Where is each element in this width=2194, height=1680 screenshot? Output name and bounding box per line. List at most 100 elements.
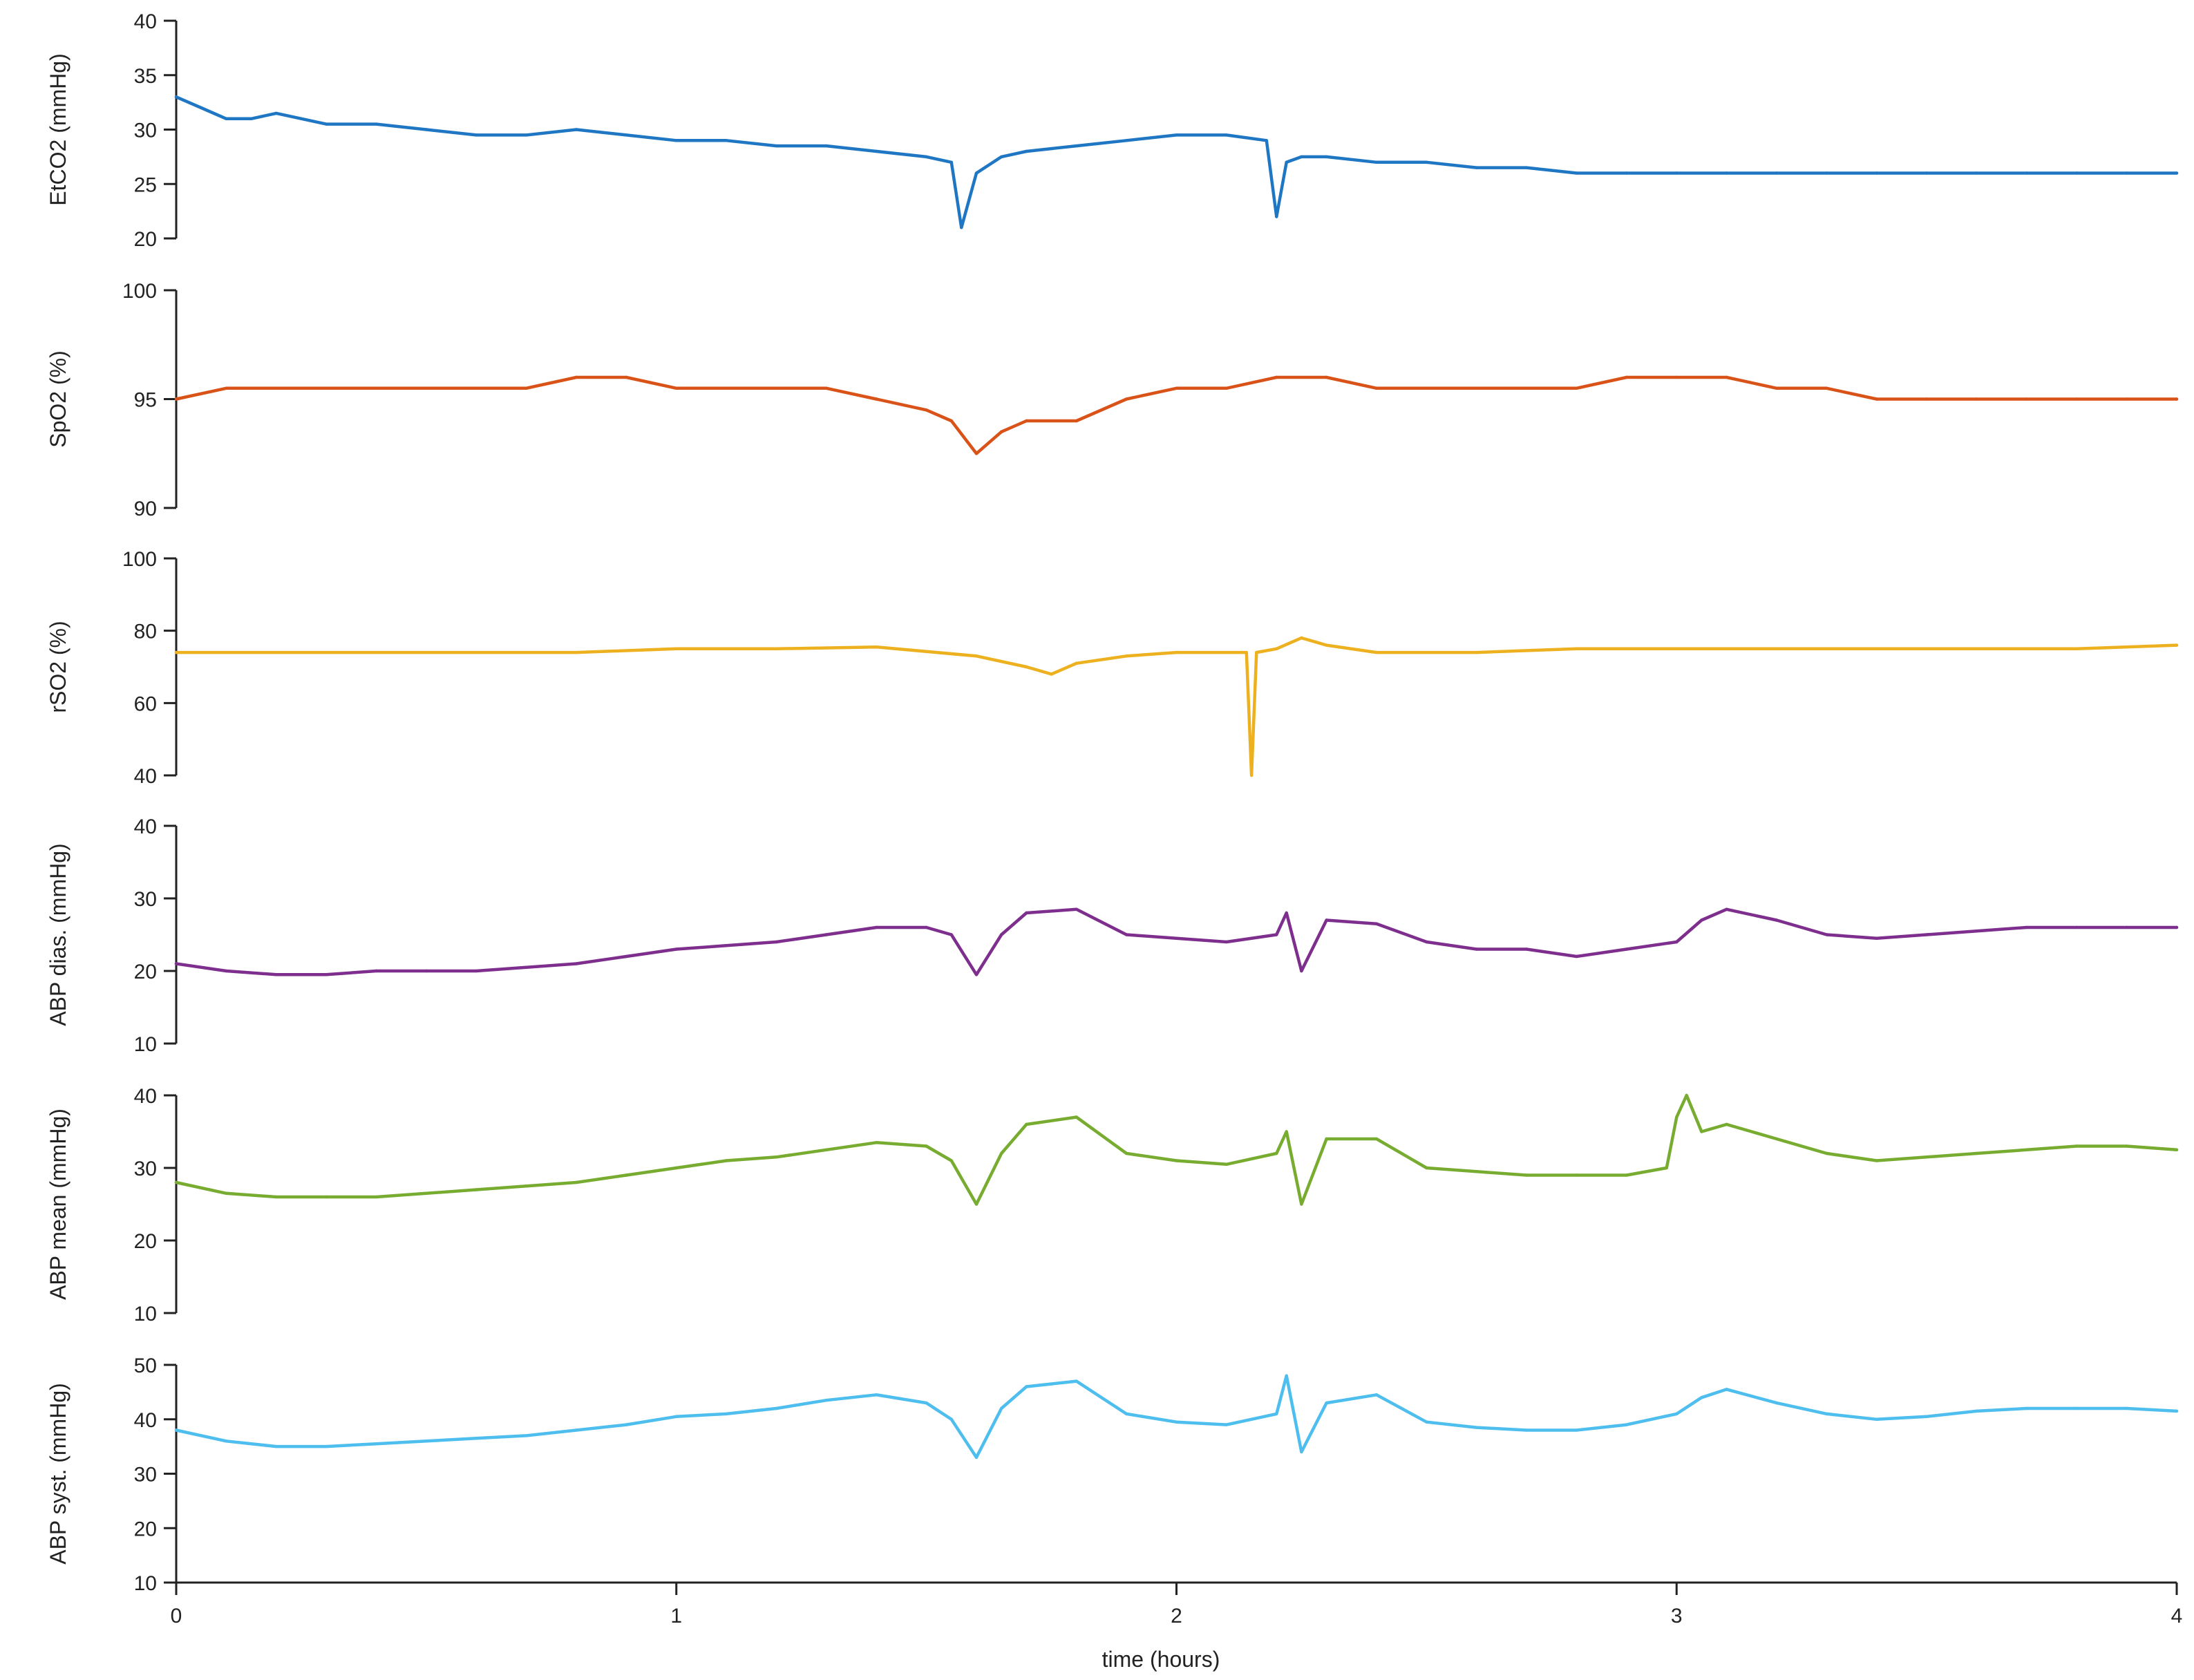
- data-point-abp-mean: [2175, 1148, 2179, 1152]
- data-point-etco2: [960, 226, 963, 229]
- data-point-spo2: [1374, 386, 1379, 390]
- y-tick-label-abp-syst: 20: [134, 1518, 157, 1540]
- data-point-spo2: [1000, 430, 1003, 433]
- data-point-abp-syst: [1325, 1401, 1328, 1405]
- y-axis-label-abp-dias: ABP dias. (mmHg): [46, 843, 70, 1026]
- data-point-abp-syst: [1775, 1401, 1779, 1405]
- data-point-abp-syst: [174, 1428, 178, 1432]
- data-point-rso2: [2075, 647, 2079, 650]
- data-point-abp-mean: [1425, 1166, 1428, 1170]
- data-point-spo2: [1475, 386, 1478, 390]
- y-tick-label-spo2: 95: [134, 389, 157, 412]
- data-point-abp-dias: [274, 973, 278, 976]
- data-point-abp-dias: [475, 969, 478, 973]
- data-point-spo2: [1775, 386, 1779, 390]
- data-point-rso2: [1275, 647, 1278, 650]
- data-point-rso2: [775, 647, 778, 650]
- series-line-abp-mean: [174, 1093, 2179, 1206]
- data-point-abp-mean: [1300, 1202, 1303, 1206]
- data-point-abp-syst: [1975, 1409, 1978, 1413]
- y-axis-label-etco2: EtCO2 (mmHg): [46, 53, 70, 205]
- x-tick-label: 0: [171, 1605, 182, 1627]
- data-point-spo2: [974, 452, 978, 455]
- data-point-abp-syst: [974, 1455, 978, 1460]
- data-point-abp-syst: [875, 1393, 878, 1397]
- data-point-etco2: [324, 122, 328, 126]
- x-tick-label: 1: [670, 1605, 682, 1627]
- y-tick-label-abp-syst: 50: [134, 1355, 157, 1377]
- y-tick-label-abp-syst: 40: [134, 1409, 157, 1432]
- data-point-spo2: [1224, 386, 1229, 390]
- data-point-spo2: [1425, 386, 1428, 390]
- data-point-abp-dias: [524, 965, 528, 970]
- data-point-spo2: [949, 419, 954, 423]
- data-point-etco2: [1524, 166, 1529, 169]
- data-point-abp-syst: [1224, 1423, 1229, 1426]
- data-point-abp-dias: [1875, 936, 1878, 941]
- data-point-abp-dias: [375, 969, 378, 973]
- data-point-rso2: [1124, 654, 1128, 658]
- data-point-spo2: [424, 386, 428, 390]
- data-point-abp-dias: [1700, 918, 1703, 922]
- panel-abp-dias: 10 20 30 40 ABP dias. (mmHg): [46, 815, 2179, 1056]
- data-point-abp-syst: [2075, 1406, 2079, 1410]
- y-tick-label-abp-syst: 30: [134, 1464, 157, 1486]
- data-point-spo2: [1124, 397, 1128, 401]
- data-point-spo2: [724, 386, 728, 390]
- data-point-abp-dias: [875, 925, 878, 929]
- data-point-abp-syst: [1124, 1412, 1128, 1416]
- data-point-abp-syst: [524, 1434, 528, 1437]
- data-point-etco2: [775, 144, 778, 148]
- data-point-abp-mean: [1285, 1130, 1288, 1133]
- panel-abp-syst: 10 20 30 40 50 ABP syst. (mmHg): [46, 1355, 2179, 1595]
- data-point-spo2: [1975, 397, 1978, 401]
- panel-spo2: 90 95 100 SpO2 (%): [46, 280, 2179, 520]
- data-point-abp-dias: [974, 973, 978, 976]
- data-point-abp-syst: [1475, 1426, 1478, 1429]
- data-point-abp-dias: [949, 933, 954, 936]
- data-point-abp-dias: [724, 944, 728, 947]
- y-tick-label-abp-mean: 10: [134, 1303, 157, 1325]
- data-point-etco2: [724, 139, 728, 142]
- data-point-etco2: [1875, 171, 1878, 175]
- data-point-abp-dias: [1475, 947, 1478, 951]
- data-point-etco2: [1925, 171, 1929, 175]
- data-point-spo2: [324, 386, 328, 390]
- data-point-spo2: [174, 397, 178, 401]
- y-axis-label-rso2: rSO2 (%): [46, 621, 70, 712]
- data-point-abp-dias: [1675, 940, 1678, 944]
- data-point-rso2: [1249, 773, 1254, 777]
- data-point-abp-syst: [1825, 1412, 1828, 1416]
- data-point-abp-syst: [949, 1417, 954, 1421]
- data-point-etco2: [1075, 144, 1079, 148]
- data-point-abp-mean: [1700, 1130, 1703, 1133]
- data-point-spo2: [475, 386, 478, 390]
- data-point-abp-mean: [1825, 1151, 1828, 1155]
- series-line-abp-syst: [174, 1374, 2179, 1460]
- data-point-abp-syst: [2025, 1406, 2029, 1410]
- y-tick-label-abp-mean: 40: [134, 1085, 157, 1108]
- y-tick-label-abp-dias: 40: [134, 815, 157, 838]
- data-point-abp-syst: [274, 1444, 278, 1448]
- data-point-abp-mean: [2125, 1144, 2128, 1148]
- data-point-abp-mean: [974, 1202, 978, 1206]
- data-point-rso2: [475, 650, 478, 654]
- data-point-abp-dias: [1425, 940, 1428, 944]
- data-point-abp-dias: [2175, 925, 2179, 929]
- data-point-rso2: [1325, 643, 1328, 647]
- data-point-abp-mean: [225, 1191, 228, 1196]
- y-tick-label-rso2: 80: [134, 621, 157, 643]
- data-point-etco2: [925, 155, 928, 159]
- data-point-etco2: [974, 171, 978, 175]
- data-point-abp-syst: [1175, 1420, 1178, 1424]
- data-point-abp-syst: [574, 1428, 578, 1432]
- data-point-abp-dias: [1075, 907, 1079, 912]
- data-point-etco2: [674, 139, 678, 142]
- data-point-abp-syst: [1700, 1396, 1703, 1399]
- data-point-abp-syst: [1575, 1428, 1578, 1432]
- data-point-abp-mean: [875, 1141, 878, 1144]
- data-point-etco2: [1825, 171, 1828, 175]
- data-point-abp-dias: [1300, 969, 1303, 973]
- data-point-etco2: [1325, 155, 1328, 159]
- data-point-abp-syst: [824, 1399, 829, 1402]
